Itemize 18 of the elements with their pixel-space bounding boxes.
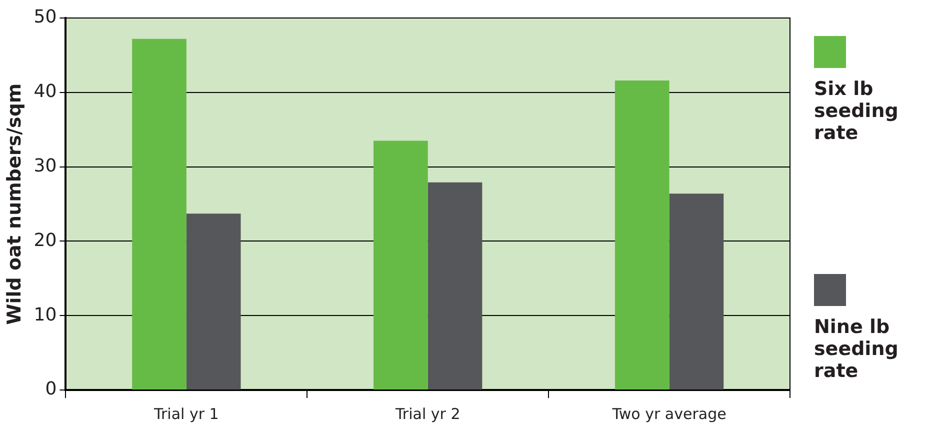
y-tick-label: 0 <box>45 378 57 400</box>
legend-label: Six lb seeding rate <box>814 78 900 144</box>
x-tick-label: Trial yr 2 <box>394 404 460 423</box>
bar <box>132 38 186 390</box>
bar <box>374 140 428 390</box>
bar <box>186 214 241 390</box>
legend-label: Nine lb seeding rate <box>814 316 900 382</box>
x-tick-label: Trial yr 1 <box>153 404 219 423</box>
y-tick-label: 50 <box>34 6 57 28</box>
y-tick-label: 40 <box>34 81 57 102</box>
y-tick-label: 20 <box>34 230 57 251</box>
bar <box>669 194 724 390</box>
bar <box>614 80 670 390</box>
y-axis-title: Wild oat numbers/sqm <box>3 83 26 325</box>
y-tick-label: 10 <box>34 304 57 326</box>
x-tick-label: Two yr average <box>611 404 726 423</box>
y-tick-label: 30 <box>34 155 57 176</box>
bar <box>428 182 482 390</box>
